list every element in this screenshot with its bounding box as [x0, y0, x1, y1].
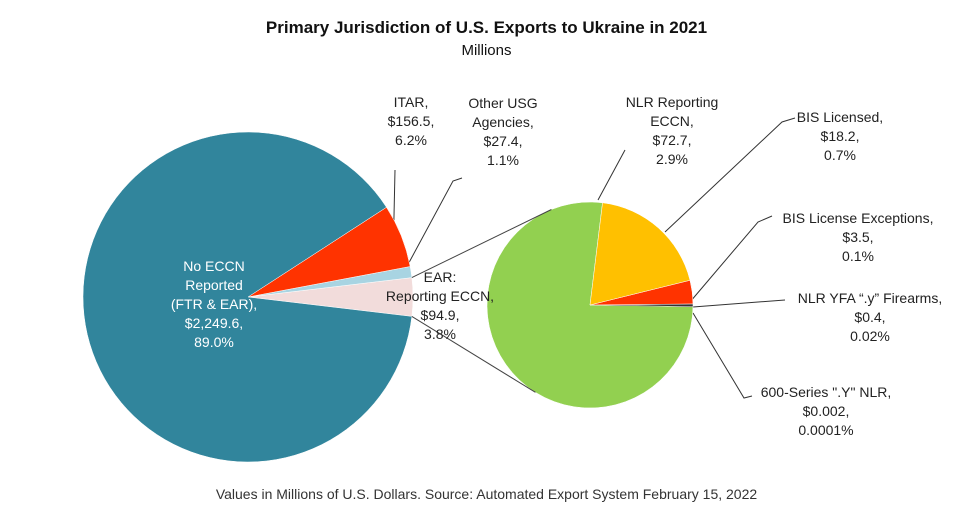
label-name: BIS Licensed, [796, 109, 884, 125]
label-percent: 89.0% [194, 334, 234, 350]
label-name: NLR YFA “.y” Firearms, [797, 290, 943, 306]
slice-label: BIS License Exceptions, $3.5, 0.1% [763, 209, 953, 266]
slice-label: ITAR, $156.5, 6.2% [371, 93, 451, 150]
pie-slice [82, 131, 413, 463]
slice-label: BIS Licensed, $18.2, 0.7% [780, 108, 900, 165]
label-name: NLR Reporting ECCN, [625, 94, 719, 129]
label-percent: 0.1% [842, 248, 874, 264]
slice-label: NLR Reporting ECCN, $72.7, 2.9% [607, 93, 737, 169]
label-name: BIS License Exceptions, [782, 210, 934, 226]
label-percent: 0.0001% [798, 422, 854, 438]
label-value: $156.5, [387, 113, 435, 129]
label-percent: 6.2% [395, 132, 427, 148]
leader-line [692, 299, 786, 308]
label-value: $0.4, [854, 309, 886, 325]
label-percent: 3.8% [424, 326, 456, 342]
label-name: No ECCN Reported (FTR & EAR), [170, 258, 258, 312]
label-value: $0.002, [802, 403, 850, 419]
label-name: ITAR, [393, 94, 429, 110]
footnote: Values in Millions of U.S. Dollars. Sour… [215, 486, 758, 502]
connector-line [411, 209, 552, 279]
label-name: 600-Series ".Y" NLR, [760, 384, 892, 400]
label-percent: 2.9% [656, 151, 688, 167]
label-value: $72.7, [652, 132, 692, 148]
leader-line [664, 117, 796, 233]
chart-title: Primary Jurisdiction of U.S. Exports to … [265, 18, 708, 37]
label-percent: 0.02% [850, 328, 890, 344]
slice-label: No ECCN Reported (FTR & EAR), $2,249.6, 89… [154, 257, 274, 352]
leader-line [597, 149, 626, 201]
leader-line [692, 312, 753, 399]
label-name: EAR: Reporting ECCN, [385, 269, 495, 304]
leader-line [689, 215, 773, 303]
chart-subtitle: Millions [461, 42, 512, 59]
pie-slice [589, 202, 691, 306]
label-value: $27.4, [483, 133, 523, 149]
label-value: $3.5, [842, 229, 874, 245]
slice-label: 600-Series ".Y" NLR, $0.002, 0.0001% [741, 383, 911, 440]
label-name: Other USG Agencies, [468, 95, 538, 130]
slice-label: NLR YFA “.y” Firearms, $0.4, 0.02% [770, 289, 970, 346]
connector-line [411, 315, 536, 393]
leader-line [404, 177, 463, 271]
label-percent: 0.7% [824, 147, 856, 163]
label-value: $94.9, [420, 307, 460, 323]
label-percent: 1.1% [487, 152, 519, 168]
slice-label: Other USG Agencies, $27.4, 1.1% [453, 94, 553, 170]
label-value: $18.2, [820, 128, 860, 144]
label-value: $2,249.6, [184, 315, 244, 331]
slice-label: EAR: Reporting ECCN, $94.9, 3.8% [370, 268, 510, 344]
